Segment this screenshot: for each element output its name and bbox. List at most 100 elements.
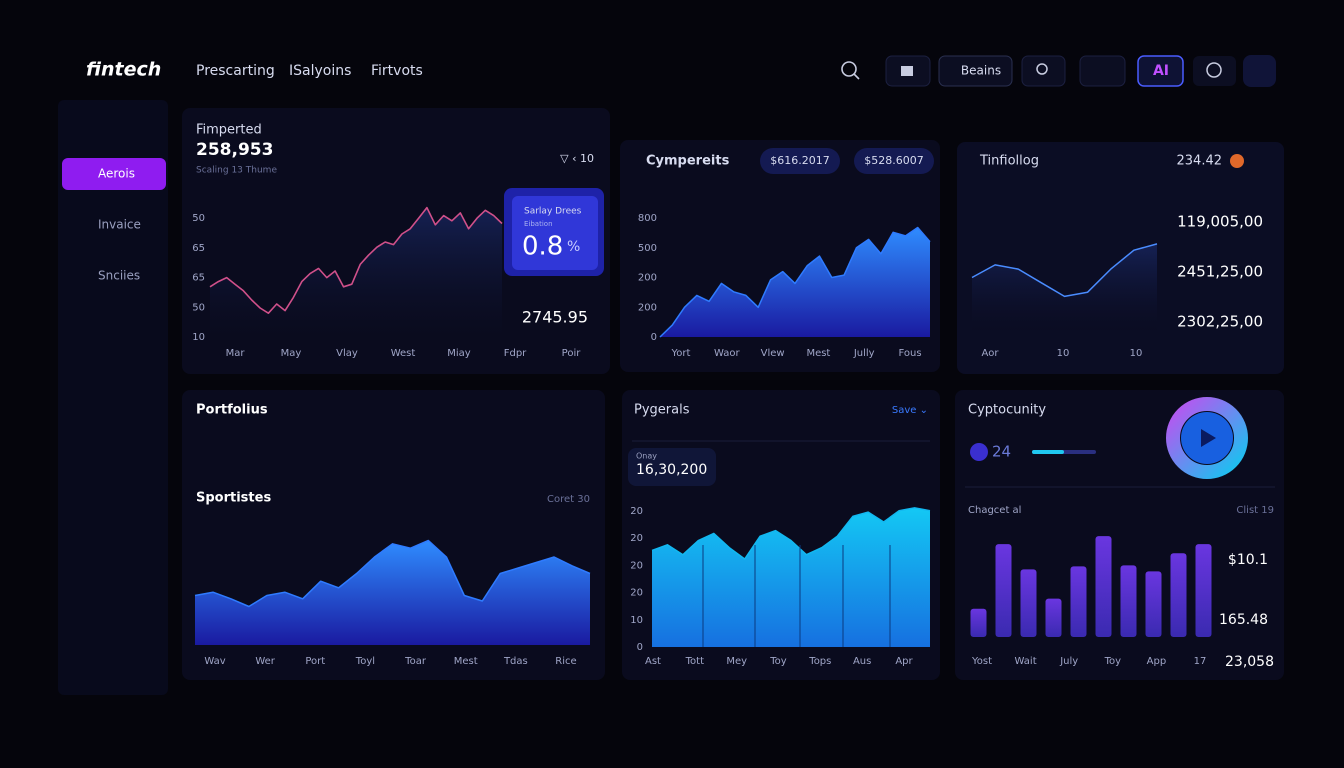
nav-item[interactable]: Firtvots	[371, 63, 423, 79]
x-tick-label: Wer	[255, 656, 275, 667]
x-tick-label: Toyl	[355, 656, 375, 667]
y-tick-label: 20	[630, 588, 643, 599]
label: 2451,25,00	[1177, 263, 1263, 281]
search-icon[interactable]	[841, 61, 857, 77]
pill[interactable]	[760, 148, 840, 174]
label: 119,005,00	[1177, 213, 1263, 231]
label: Pygerals	[634, 403, 690, 418]
label: Eibation	[524, 220, 553, 228]
x-tick-label: Waor	[714, 348, 740, 359]
icon-button[interactable]	[1193, 56, 1236, 86]
sidebar-item[interactable]: Invaice	[98, 218, 141, 232]
label: Onay	[636, 452, 657, 461]
label[interactable]: Save ⌄	[892, 405, 928, 416]
x-tick-label: Poir	[562, 348, 582, 359]
x-tick-label: Fous	[898, 348, 921, 359]
y-tick-label: 50	[192, 213, 205, 224]
y-tick-label: 500	[638, 243, 657, 254]
button-label[interactable]: Beains	[961, 64, 1001, 78]
label: Scaling 13 Thume	[196, 166, 277, 176]
x-tick-label: Yort	[671, 348, 691, 359]
bar	[970, 608, 987, 637]
area-fill	[652, 507, 930, 647]
label: Cympereits	[646, 154, 730, 169]
label: Coret 30	[547, 494, 590, 505]
clock-icon	[1206, 62, 1222, 78]
label[interactable]: ▽ ‹ 10	[560, 152, 594, 165]
label: Tinfiollog	[979, 154, 1039, 169]
x-tick-label: Port	[305, 656, 325, 667]
bar	[1170, 553, 1187, 637]
area-fill	[210, 207, 502, 337]
sidebar-active[interactable]	[62, 158, 166, 190]
label: Chagcet al	[968, 505, 1021, 516]
x-tick-label: Tott	[685, 656, 704, 667]
search-icon	[853, 73, 860, 80]
x-tick-label: App	[1147, 656, 1167, 667]
label: Cyptocunity	[968, 403, 1046, 418]
nav-item[interactable]: ISalyoins	[289, 63, 351, 79]
nav-item[interactable]: Prescarting	[196, 63, 275, 79]
label: 23,058	[1225, 654, 1274, 670]
y-tick-label: 200	[638, 302, 657, 313]
series-line	[651, 507, 931, 560]
y-tick-label: 65	[192, 273, 205, 284]
x-tick-label: 10	[1057, 348, 1070, 359]
coin-icon	[1230, 154, 1244, 168]
icon	[901, 66, 913, 76]
icon-button[interactable]	[1079, 55, 1126, 87]
x-tick-label: Rice	[555, 656, 576, 667]
bar	[995, 544, 1012, 637]
x-tick-label: Yost	[971, 656, 992, 667]
logo: fintech	[86, 59, 161, 81]
y-tick-label: 0	[637, 642, 643, 653]
icon-button[interactable]	[1021, 55, 1066, 87]
panel	[957, 142, 1284, 374]
y-tick-label: 800	[638, 213, 657, 224]
label: 0.8	[522, 232, 563, 262]
x-tick-label: Toy	[769, 656, 787, 667]
pill[interactable]	[854, 148, 934, 174]
x-tick-label: Fdpr	[504, 348, 527, 359]
button[interactable]	[938, 55, 1013, 87]
x-tick-label: Jully	[853, 348, 875, 359]
x-tick-label: Toy	[1104, 656, 1122, 667]
play-icon	[1201, 429, 1216, 447]
icon-button[interactable]	[1243, 55, 1276, 87]
x-tick-label: Wait	[1015, 656, 1037, 667]
series-line	[659, 226, 931, 338]
y-tick-label: 50	[192, 302, 205, 313]
label: 16,30,200	[636, 462, 707, 478]
x-tick-label: Mey	[726, 656, 747, 667]
area-fill	[660, 227, 930, 337]
area-fill	[195, 540, 590, 645]
label[interactable]: $528.6007	[864, 154, 924, 167]
x-tick-label: Tdas	[503, 656, 528, 667]
x-tick-label: Wav	[204, 656, 225, 667]
y-tick-label: 20	[630, 533, 643, 544]
sidebar-item[interactable]: Aerois	[98, 167, 135, 181]
bar	[1145, 571, 1162, 637]
x-tick-label: West	[391, 348, 416, 359]
bar	[1045, 598, 1062, 637]
label[interactable]: $616.2017	[770, 154, 830, 167]
x-tick-label: Aor	[982, 348, 1000, 359]
donut	[1166, 397, 1248, 479]
ai-button[interactable]	[1137, 55, 1184, 87]
status-dot	[970, 443, 988, 461]
sidebar-item[interactable]: Snciies	[98, 269, 140, 283]
bar	[1095, 536, 1112, 637]
card	[628, 448, 716, 486]
series-line	[209, 206, 503, 314]
x-tick-label: 10	[1130, 348, 1143, 359]
x-tick-label: Aus	[853, 656, 871, 667]
ai-badge[interactable]: AI	[1153, 63, 1169, 79]
y-tick-label: 10	[630, 615, 643, 626]
x-tick-label: Tops	[808, 656, 831, 667]
label: %	[567, 239, 580, 255]
x-tick-label: Vlay	[336, 348, 358, 359]
card	[512, 196, 598, 270]
series-line	[194, 539, 591, 608]
